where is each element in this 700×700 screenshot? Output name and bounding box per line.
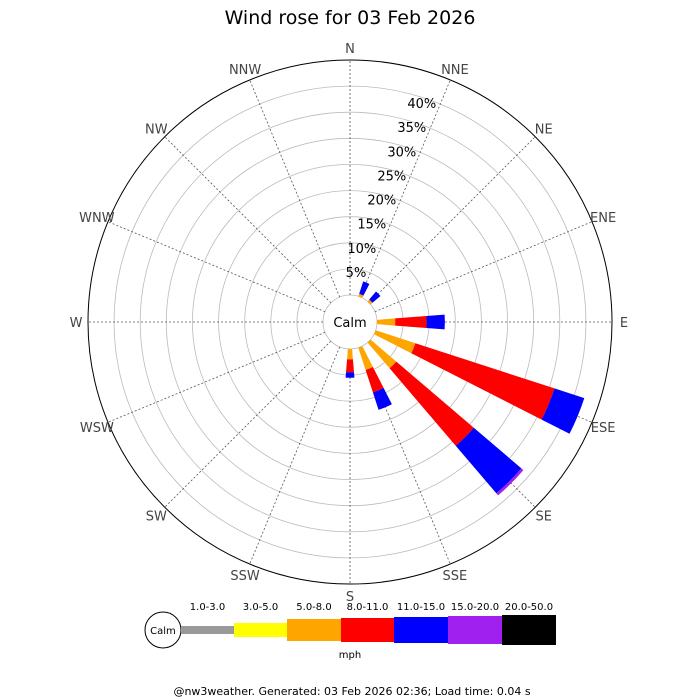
legend-swatch-1.0-3.0: [181, 626, 234, 634]
chart-title: Wind rose for 03 Feb 2026: [225, 7, 476, 29]
direction-label-se: SE: [535, 510, 551, 525]
polar-grid: [87, 59, 613, 585]
bar-sse-5.0-8.0: [358, 346, 373, 370]
legend-label-11.0-15.0: 11.0-15.0: [397, 602, 445, 613]
grid-spoke: [359, 346, 451, 565]
bar-e-5.0-8.0: [376, 318, 396, 326]
direction-label-nne: NNE: [441, 63, 469, 78]
bar-se-11.0-15.0: [455, 427, 522, 494]
radial-tick-label: 30%: [387, 145, 416, 160]
legend-unit: mph: [339, 650, 361, 661]
legend-calm-label: Calm: [150, 626, 176, 637]
radial-tick-label: 40%: [407, 97, 436, 112]
direction-label-ene: ENE: [590, 211, 616, 226]
grid-ring: [191, 163, 509, 481]
bar-s-11.0-15.0: [345, 372, 355, 378]
grid-spoke: [368, 136, 536, 304]
legend: Calm 1.0-3.0 3.0-5.0 5.0-8.0 8.0-11.0 11.0-1…: [144, 602, 556, 649]
direction-label-wnw: WNW: [79, 211, 115, 226]
grid-ring: [139, 111, 561, 533]
legend-swatch-11.0-15.0: [394, 617, 448, 643]
calm-label: Calm: [333, 316, 366, 331]
grid-spoke: [249, 79, 341, 298]
bar-nne-5.0-8.0: [358, 293, 364, 298]
wind-bars: [345, 281, 585, 496]
direction-label-sw: SW: [146, 510, 167, 525]
bar-sse-8.0-11.0: [365, 367, 384, 393]
direction-label-ssw: SSW: [230, 569, 260, 584]
bar-ese-8.0-11.0: [411, 343, 555, 420]
bar-ese-5.0-8.0: [374, 330, 416, 354]
bar-ne-5.0-8.0: [367, 299, 373, 305]
bar-se-15.0-20.0: [496, 468, 524, 496]
radial-tick-label: 5%: [346, 266, 367, 281]
radial-tick-label: 35%: [397, 121, 426, 136]
legend-swatch-20.0-50.0: [502, 615, 556, 645]
legend-label-5.0-8.0: 5.0-8.0: [296, 602, 331, 613]
grid-spoke: [164, 136, 332, 304]
legend-swatch-3.0-5.0: [234, 623, 287, 637]
bar-ne-11.0-15.0: [369, 291, 381, 303]
legend-label-3.0-5.0: 3.0-5.0: [243, 602, 278, 613]
direction-label-n: N: [345, 42, 355, 57]
grid-spoke: [249, 346, 341, 565]
bar-e-8.0-11.0: [395, 316, 427, 328]
bar-sse-11.0-15.0: [372, 387, 392, 410]
radial-tick-labels: 5% 10% 15% 20% 25% 30% 35% 40%: [346, 97, 437, 281]
legend-label-8.0-11.0: 8.0-11.0: [347, 602, 389, 613]
direction-label-nw: NW: [145, 122, 168, 137]
direction-label-nnw: NNW: [229, 63, 261, 78]
bar-e-11.0-15.0: [426, 314, 445, 330]
bar-s-8.0-11.0: [346, 359, 354, 373]
legend-label-15.0-20.0: 15.0-20.0: [451, 602, 499, 613]
grid-ring: [244, 216, 456, 428]
grid-spoke: [164, 340, 332, 508]
calm-circle: Calm: [326, 298, 374, 346]
direction-label-ne: NE: [535, 122, 553, 137]
legend-label-20.0-50.0: 20.0-50.0: [505, 602, 553, 613]
radial-tick-label: 25%: [377, 169, 406, 184]
direction-label-w: W: [70, 316, 83, 331]
legend-swatch-5.0-8.0: [287, 619, 341, 641]
footer-text: @nw3weather. Generated: 03 Feb 2026 02:3…: [173, 685, 530, 698]
radial-tick-label: 20%: [367, 194, 396, 209]
direction-label-ese: ESE: [591, 421, 616, 436]
bar-ese-11.0-15.0: [541, 388, 585, 434]
bar-s-5.0-8.0: [347, 348, 353, 360]
bar-se-8.0-11.0: [389, 361, 474, 446]
direction-label-e: E: [620, 316, 628, 331]
direction-label-s: S: [346, 590, 354, 605]
outer-ring: [87, 59, 613, 585]
radial-tick-label: 10%: [347, 242, 376, 257]
grid-spoke: [107, 331, 326, 423]
grid-spoke: [107, 221, 326, 313]
direction-label-sse: SSE: [443, 569, 468, 584]
direction-labels: N NNE NE ENE E ESE SE SSE S SSW SW WSW W WNW NW NNW: [70, 42, 629, 605]
bar-se-5.0-8.0: [367, 339, 397, 369]
grid-spoke: [374, 221, 593, 313]
legend-label-1.0-3.0: 1.0-3.0: [190, 602, 225, 613]
radial-tick-label: 15%: [357, 218, 386, 233]
legend-swatch-8.0-11.0: [341, 618, 394, 642]
bar-nne-11.0-15.0: [359, 281, 370, 296]
legend-swatch-15.0-20.0: [448, 616, 502, 644]
grid-spoke: [359, 79, 451, 298]
direction-label-wsw: WSW: [80, 421, 114, 436]
